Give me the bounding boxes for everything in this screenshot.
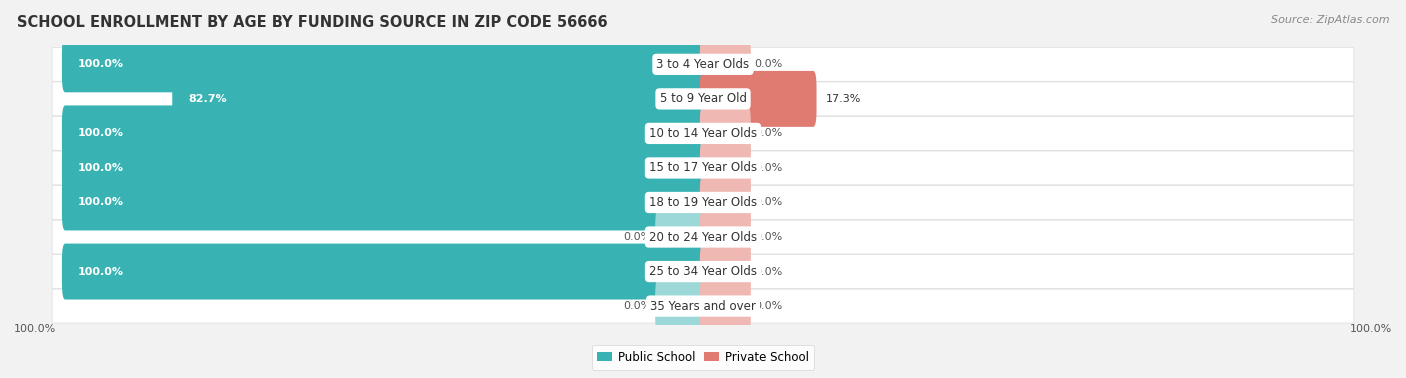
Text: SCHOOL ENROLLMENT BY AGE BY FUNDING SOURCE IN ZIP CODE 56666: SCHOOL ENROLLMENT BY AGE BY FUNDING SOUR… (17, 15, 607, 30)
Text: 0.0%: 0.0% (624, 232, 652, 242)
Text: 0.0%: 0.0% (754, 301, 782, 311)
FancyBboxPatch shape (700, 243, 751, 299)
FancyBboxPatch shape (62, 105, 706, 161)
Text: 100.0%: 100.0% (14, 324, 56, 334)
FancyBboxPatch shape (700, 140, 751, 196)
Text: 5 to 9 Year Old: 5 to 9 Year Old (659, 92, 747, 105)
FancyBboxPatch shape (52, 255, 1354, 288)
Legend: Public School, Private School: Public School, Private School (592, 345, 814, 370)
Text: 25 to 34 Year Olds: 25 to 34 Year Olds (650, 265, 756, 278)
FancyBboxPatch shape (700, 71, 817, 127)
Text: 100.0%: 100.0% (77, 129, 124, 138)
Text: 0.0%: 0.0% (754, 163, 782, 173)
Text: 0.0%: 0.0% (624, 301, 652, 311)
FancyBboxPatch shape (62, 36, 706, 92)
Text: 15 to 17 Year Olds: 15 to 17 Year Olds (650, 161, 756, 175)
FancyBboxPatch shape (52, 151, 1354, 185)
FancyBboxPatch shape (700, 175, 751, 231)
FancyBboxPatch shape (62, 140, 706, 196)
FancyBboxPatch shape (52, 186, 1354, 219)
FancyBboxPatch shape (700, 36, 751, 92)
FancyBboxPatch shape (52, 47, 1354, 81)
Text: 17.3%: 17.3% (827, 94, 862, 104)
Text: 35 Years and over: 35 Years and over (650, 300, 756, 313)
FancyBboxPatch shape (52, 220, 1354, 254)
Text: 100.0%: 100.0% (1350, 324, 1392, 334)
Text: 100.0%: 100.0% (77, 197, 124, 208)
Text: 18 to 19 Year Olds: 18 to 19 Year Olds (650, 196, 756, 209)
Text: 0.0%: 0.0% (754, 129, 782, 138)
FancyBboxPatch shape (655, 278, 706, 334)
Text: 82.7%: 82.7% (188, 94, 226, 104)
FancyBboxPatch shape (173, 71, 706, 127)
FancyBboxPatch shape (52, 82, 1354, 116)
Text: 100.0%: 100.0% (77, 163, 124, 173)
FancyBboxPatch shape (700, 278, 751, 334)
Text: Source: ZipAtlas.com: Source: ZipAtlas.com (1271, 15, 1389, 25)
FancyBboxPatch shape (62, 243, 706, 299)
FancyBboxPatch shape (700, 105, 751, 161)
Text: 0.0%: 0.0% (754, 59, 782, 69)
FancyBboxPatch shape (700, 209, 751, 265)
FancyBboxPatch shape (655, 209, 706, 265)
Text: 10 to 14 Year Olds: 10 to 14 Year Olds (650, 127, 756, 140)
Text: 100.0%: 100.0% (77, 266, 124, 277)
Text: 100.0%: 100.0% (77, 59, 124, 69)
FancyBboxPatch shape (52, 289, 1354, 323)
Text: 3 to 4 Year Olds: 3 to 4 Year Olds (657, 58, 749, 71)
Text: 0.0%: 0.0% (754, 266, 782, 277)
FancyBboxPatch shape (62, 175, 706, 231)
Text: 0.0%: 0.0% (754, 197, 782, 208)
FancyBboxPatch shape (52, 116, 1354, 150)
Text: 20 to 24 Year Olds: 20 to 24 Year Olds (650, 231, 756, 243)
Text: 0.0%: 0.0% (754, 232, 782, 242)
